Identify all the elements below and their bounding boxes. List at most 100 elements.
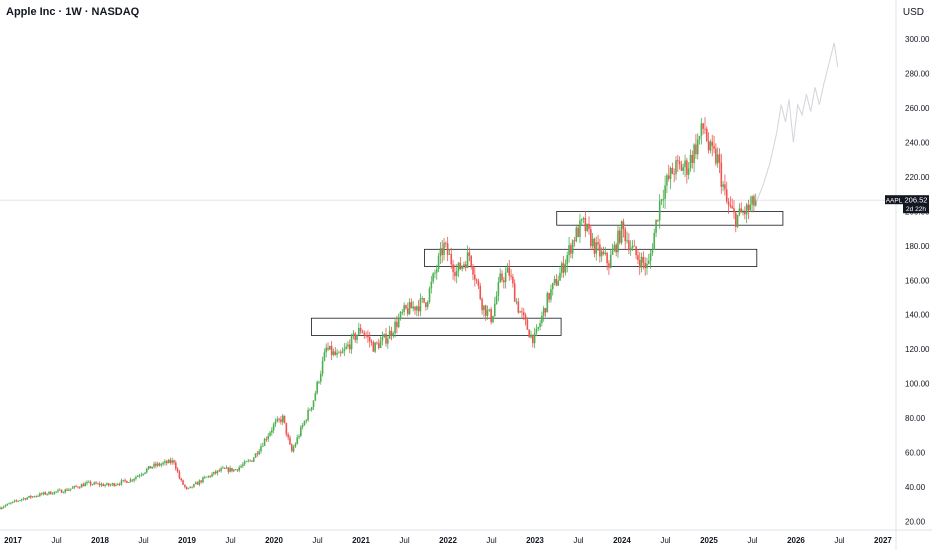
candle-body — [269, 432, 271, 436]
price-axis[interactable]: 20.00 40.00 60.00 80.00 100.00 120.00 140.00 16… — [905, 35, 930, 526]
candle-body — [653, 232, 656, 250]
candle-body — [379, 340, 382, 348]
candle-body — [98, 483, 101, 486]
candle-body — [751, 196, 753, 205]
candle-body — [604, 252, 607, 254]
candle-body — [187, 487, 190, 489]
candle-body — [651, 249, 654, 254]
candle-body — [551, 282, 554, 290]
time-axis[interactable]: 2017 Jul 2018 Jul 2019 Jul 2020 Jul 2021 Jul 2022 J… — [4, 536, 892, 545]
candle-body — [193, 484, 195, 488]
candle-body — [44, 492, 47, 495]
candle-body — [513, 283, 516, 302]
candle-body — [367, 335, 369, 338]
candle-body — [410, 302, 413, 309]
candle-body — [176, 468, 179, 472]
candle-body — [232, 469, 235, 472]
candle-body — [497, 281, 500, 296]
candle-body — [17, 500, 19, 502]
candle-body — [622, 221, 625, 229]
candle-body — [236, 469, 239, 471]
candle-body — [89, 481, 92, 485]
candle-body — [700, 123, 703, 136]
candle-body — [733, 208, 735, 213]
candle-body — [185, 486, 188, 489]
price-tick-label: 180.00 — [905, 242, 930, 251]
candle-body — [588, 223, 590, 230]
time-tick-label: Jul — [138, 536, 148, 545]
candle-body — [512, 276, 514, 284]
candle-body — [336, 352, 338, 355]
candle-body — [725, 189, 728, 202]
candle-body — [446, 243, 449, 255]
candle-body — [356, 334, 358, 341]
candle-body — [160, 464, 163, 466]
time-tick-label: Jul — [225, 536, 235, 545]
candle-body — [274, 421, 277, 425]
candle-body — [479, 285, 482, 299]
price-tick-label: 160.00 — [905, 276, 930, 285]
candle-body — [75, 485, 77, 487]
candle-body — [66, 489, 68, 491]
candle-body — [591, 238, 594, 247]
candle-body — [493, 303, 496, 316]
candle-body — [519, 311, 521, 313]
candle-body — [638, 259, 641, 268]
candle-body — [321, 360, 324, 374]
candle-body — [240, 466, 242, 468]
candle-body — [435, 269, 438, 273]
candle-body — [684, 160, 686, 168]
candle-body — [145, 469, 148, 473]
candle-body — [421, 298, 424, 299]
candle-body — [530, 334, 532, 338]
candle-body — [667, 175, 670, 179]
candle-body — [352, 333, 355, 336]
symbol-badge — [885, 195, 903, 205]
candle-body — [501, 273, 503, 281]
candle-body — [265, 438, 268, 440]
time-tick-label: Jul — [747, 536, 757, 545]
candle-body — [698, 135, 701, 140]
candle-body — [443, 242, 445, 255]
candle-body — [361, 331, 364, 333]
candle-body — [30, 495, 32, 498]
candle-body — [252, 457, 255, 462]
candle-body — [524, 315, 527, 320]
candle-body — [15, 500, 18, 502]
candle-body — [372, 342, 375, 352]
candle-body — [343, 348, 346, 352]
candle-body — [78, 487, 81, 489]
candle-body — [10, 502, 12, 504]
candle-body — [229, 467, 231, 472]
candle-body — [396, 321, 398, 328]
candle-body — [687, 168, 690, 175]
candle-body — [454, 272, 456, 276]
candle-body — [731, 206, 733, 209]
candle-body — [307, 409, 309, 421]
candle-body — [571, 240, 574, 254]
candle-body — [464, 264, 467, 268]
candle-body — [325, 347, 328, 353]
candle-body — [709, 141, 712, 151]
candle-body — [35, 496, 38, 497]
candle-body — [8, 503, 10, 505]
candle-body — [437, 256, 440, 270]
candle-body — [131, 479, 134, 481]
price-tick-label: 120.00 — [905, 345, 930, 354]
candle-body — [120, 480, 123, 485]
currency-label[interactable]: USD — [902, 7, 924, 18]
candle-body — [165, 461, 168, 464]
candle-body — [126, 480, 128, 483]
candle-body — [635, 246, 637, 256]
candles — [0, 117, 757, 510]
candle-body — [358, 327, 360, 335]
candle-body — [287, 434, 289, 438]
candle-body — [84, 483, 86, 487]
candle-body — [138, 475, 141, 477]
candle-body — [707, 140, 710, 151]
candle-body — [365, 334, 367, 336]
candle-body — [151, 466, 154, 469]
